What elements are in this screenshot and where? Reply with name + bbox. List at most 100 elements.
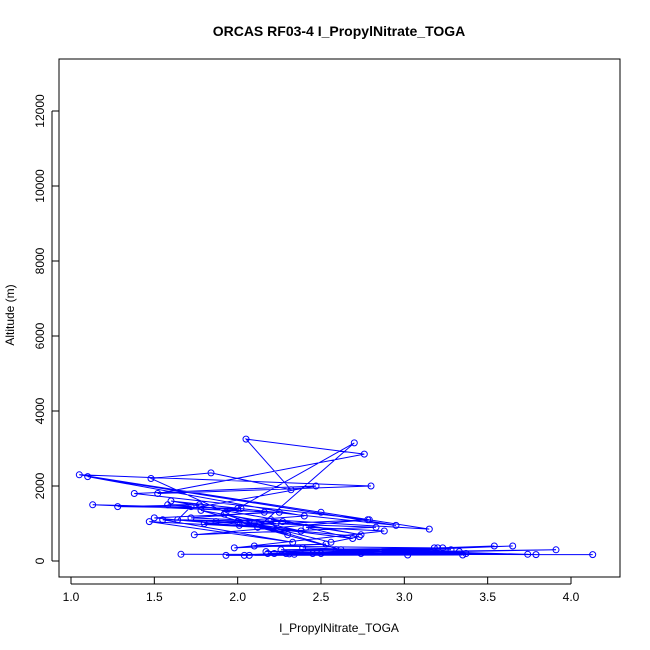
y-tick-label: 6000: [33, 322, 47, 349]
data-point: [174, 516, 182, 524]
data-point: [430, 544, 438, 552]
x-tick-label: 2.0: [229, 590, 246, 604]
data-point: [380, 527, 388, 535]
data-point: [234, 518, 242, 526]
data-point: [245, 551, 253, 559]
x-tick-label: 1.0: [63, 590, 80, 604]
data-point: [300, 512, 308, 520]
data-series: [75, 435, 597, 559]
data-point: [277, 546, 285, 554]
data-point: [234, 505, 242, 512]
data-point: [222, 508, 230, 516]
y-tick-label: 0: [33, 557, 47, 564]
x-tick-label: 3.5: [479, 590, 496, 604]
data-point: [150, 514, 158, 522]
data-point: [237, 505, 245, 512]
data-point: [309, 550, 317, 557]
data-point: [200, 520, 208, 527]
data-point: [337, 546, 345, 554]
data-point: [230, 544, 238, 552]
data-point: [260, 508, 268, 516]
data-point: [187, 514, 195, 522]
data-point: [299, 544, 307, 552]
data-point: [235, 521, 243, 529]
data-point: [552, 546, 560, 554]
data-point: [222, 551, 230, 559]
data-point: [262, 548, 270, 556]
data-point: [284, 531, 292, 539]
data-point: [212, 518, 220, 526]
data-point: [270, 550, 278, 557]
y-tick-label: 8000: [33, 247, 47, 274]
data-point: [240, 551, 248, 559]
data-point: [425, 525, 433, 533]
data-point: [285, 550, 293, 558]
y-tick-label: 4000: [33, 397, 47, 424]
data-point: [439, 544, 447, 552]
data-point: [130, 490, 138, 497]
data-point: [297, 527, 305, 535]
data-point: [114, 503, 122, 511]
data-point: [242, 435, 250, 443]
data-point: [524, 550, 532, 558]
data-point: [279, 518, 287, 526]
data-point: [372, 523, 380, 531]
data-point: [447, 546, 455, 554]
data-point: [490, 542, 498, 550]
data-point: [312, 482, 320, 490]
data-point: [187, 503, 195, 511]
data-point: [589, 551, 597, 559]
data-point: [89, 501, 97, 509]
chart-title: ORCAS RF03-4 I_PropylNitrate_TOGA: [213, 23, 466, 39]
data-point: [190, 531, 198, 539]
data-point: [349, 535, 357, 542]
data-point: [154, 490, 162, 497]
data-point: [327, 538, 335, 546]
data-point: [267, 516, 275, 524]
x-tick-label: 4.0: [563, 590, 580, 604]
series-line: [79, 438, 593, 556]
data-point: [272, 520, 280, 527]
data-point: [332, 546, 340, 554]
data-point: [357, 550, 365, 557]
data-point: [509, 542, 517, 550]
data-point: [302, 523, 310, 531]
data-point: [75, 471, 83, 479]
data-point: [355, 533, 363, 541]
data-point: [159, 516, 167, 524]
x-tick-label: 3.0: [396, 590, 413, 604]
data-point: [317, 550, 325, 557]
data-point: [532, 551, 540, 559]
data-point: [254, 523, 262, 531]
data-point: [264, 550, 272, 557]
data-point: [177, 550, 185, 558]
data-point: [167, 497, 175, 505]
data-point: [350, 439, 358, 447]
x-tick-label: 2.5: [313, 590, 330, 604]
data-point: [434, 544, 442, 552]
data-point: [195, 501, 203, 509]
data-point: [357, 531, 365, 539]
y-tick-label: 12000: [33, 94, 47, 128]
data-point: [147, 475, 155, 482]
data-point: [367, 482, 375, 490]
x-axis-label: I_PropylNitrate_TOGA: [279, 621, 399, 635]
x-axis: 1.0 1.5 2.0 2.5 3.0 3.5 4.0: [63, 577, 580, 604]
data-point: [145, 518, 153, 526]
data-point: [84, 473, 92, 481]
y-tick-label: 10000: [33, 169, 47, 203]
data-point: [282, 550, 290, 557]
y-axis-label: Altitude (m): [3, 284, 17, 345]
data-point: [250, 542, 258, 550]
y-axis: 0 2000 4000 6000 8000 10000 12000: [33, 94, 59, 564]
data-point: [360, 450, 368, 458]
data-point: [317, 508, 325, 516]
data-point: [290, 550, 298, 558]
data-point: [404, 551, 412, 559]
y-tick-label: 2000: [33, 472, 47, 499]
data-point: [455, 548, 463, 556]
data-point: [275, 508, 283, 516]
data-point: [365, 516, 373, 524]
plot-frame: [58, 58, 621, 578]
